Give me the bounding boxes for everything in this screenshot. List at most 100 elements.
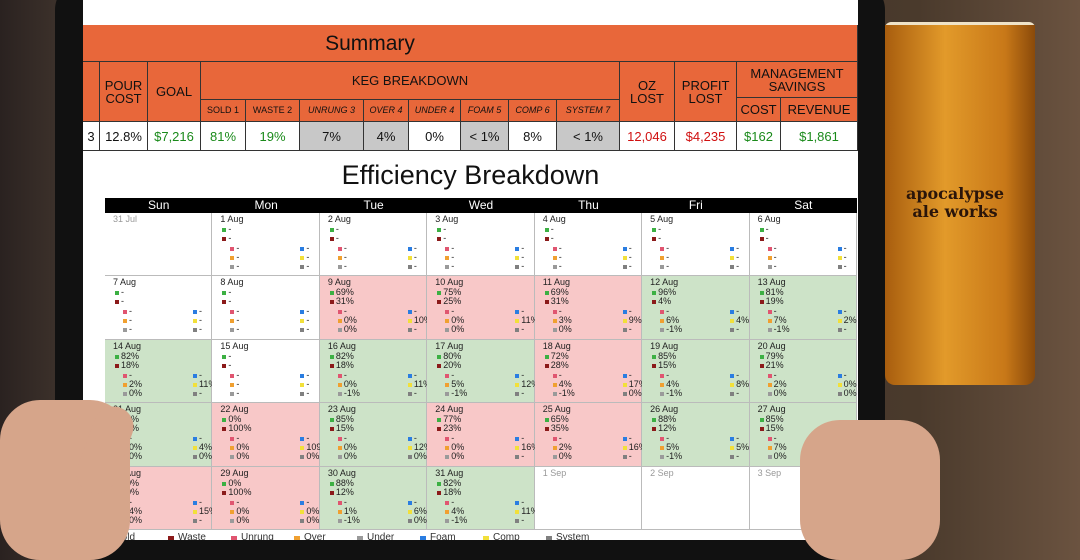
day-header: Thu [534, 198, 643, 213]
legend-marker [544, 228, 549, 232]
legend-marker [300, 391, 305, 396]
day-metric: 7% [773, 315, 787, 326]
legend-marker [437, 427, 442, 432]
day-metric: -1% [666, 451, 683, 462]
legend-marker [337, 373, 342, 378]
day-metric: 0% [129, 514, 143, 525]
legend-marker [837, 382, 842, 387]
day-metric: - [236, 306, 240, 317]
day-metric: -1% [343, 387, 360, 398]
day-header: Wed [427, 198, 535, 213]
calendar-day: 4 Aug - - - - - - - - [534, 213, 643, 277]
legend-marker [652, 291, 657, 296]
legend-marker [437, 354, 442, 359]
legend-marker [445, 373, 450, 378]
legend-marker [115, 291, 119, 296]
day-metric: 21% [765, 359, 784, 370]
calendar-day: 1 Aug - - - - - - - - [212, 213, 320, 277]
legend-marker [767, 437, 772, 442]
legend-marker [767, 373, 772, 378]
day-metric: 100% [228, 486, 252, 497]
legend-marker [660, 247, 665, 251]
day-metric: - [451, 433, 455, 444]
legend-marker [407, 509, 412, 514]
legend-marker [730, 373, 735, 378]
calendar-day: 12 Aug 96% 4% - -6% 4% -1% - [642, 276, 750, 340]
day-date: 12 Aug [650, 277, 679, 288]
legend-marker [660, 310, 665, 315]
legend-marker [515, 437, 520, 442]
summary-value: 3 [83, 122, 100, 151]
day-metric: - [228, 359, 232, 370]
legend-marker [730, 265, 735, 269]
legend-marker [730, 328, 735, 333]
day-metric: -1% [451, 514, 468, 525]
day-metric: - [443, 233, 447, 243]
legend-marker [337, 500, 342, 505]
legend-marker [337, 446, 342, 451]
day-date: 5 Aug [650, 214, 674, 224]
day-metric: - [736, 306, 740, 317]
summary-value: $7,216 [148, 122, 201, 151]
day-metric: - [558, 261, 562, 271]
day-metric: - [666, 306, 670, 317]
day-date: 21 Aug [113, 404, 142, 415]
day-metric: - [343, 306, 347, 317]
legend-marker [222, 300, 227, 305]
legend-marker [767, 265, 772, 269]
keg-subheader: FOAM 5 [461, 100, 509, 122]
day-metric: 85% [335, 414, 354, 425]
day-metric: 18% [335, 359, 354, 370]
legend-marker [337, 319, 342, 324]
right-hand [800, 420, 940, 560]
legend-label: Comp [493, 532, 520, 540]
legend-label: Foam [430, 532, 456, 540]
day-metric: - [413, 243, 417, 253]
day-metric: - [666, 252, 670, 262]
day-metric: - [773, 243, 777, 253]
legend-marker [337, 247, 342, 251]
day-date: 15 Aug [220, 340, 249, 351]
day-metric: - [765, 224, 769, 234]
legend-marker [544, 300, 549, 305]
legend-marker [222, 291, 227, 296]
legend-marker [660, 319, 665, 324]
legend-marker [552, 256, 557, 260]
calendar-day: 31 Jul [105, 213, 213, 277]
day-metric: 0% [773, 387, 787, 398]
legend-marker [837, 319, 842, 324]
legend-marker [767, 310, 772, 315]
day-metric: - [628, 369, 632, 380]
day-metric: - [521, 451, 525, 462]
day-metric: - [451, 252, 455, 262]
legend-marker [294, 536, 300, 540]
legend-marker [652, 300, 657, 305]
day-metric: 85% [658, 350, 677, 361]
legend-marker [759, 354, 764, 359]
legend-marker [622, 319, 627, 324]
day-metric: - [666, 433, 670, 444]
legend-marker [552, 446, 557, 451]
legend-marker [437, 481, 442, 486]
day-metric: - [413, 324, 417, 335]
day-metric: - [521, 387, 525, 398]
header-cell: KEG BREAKDOWN [201, 62, 620, 100]
day-metric: 0% [129, 387, 143, 398]
day-metric: - [129, 324, 132, 335]
day-metric: 25% [443, 296, 462, 307]
legend-marker [329, 354, 334, 359]
header-cell: MANAGEMENT SAVINGS [737, 62, 858, 98]
legend-marker [337, 310, 342, 315]
legend-marker [660, 382, 665, 387]
day-metric: 12% [658, 423, 677, 434]
legend-marker [515, 455, 520, 460]
day-date: 27 Aug [757, 404, 786, 415]
day-date: 1 Aug [220, 214, 244, 224]
legend-marker [123, 391, 127, 396]
calendar-day: 26 Aug 88% 12% - -5% 5% -1% - [642, 403, 750, 467]
legend-label: Over [304, 532, 326, 540]
day-metric: 17% [628, 378, 647, 389]
legend-marker [193, 391, 197, 396]
summary-value: 7% [300, 122, 364, 151]
header-cell: POUR COST [100, 62, 148, 122]
